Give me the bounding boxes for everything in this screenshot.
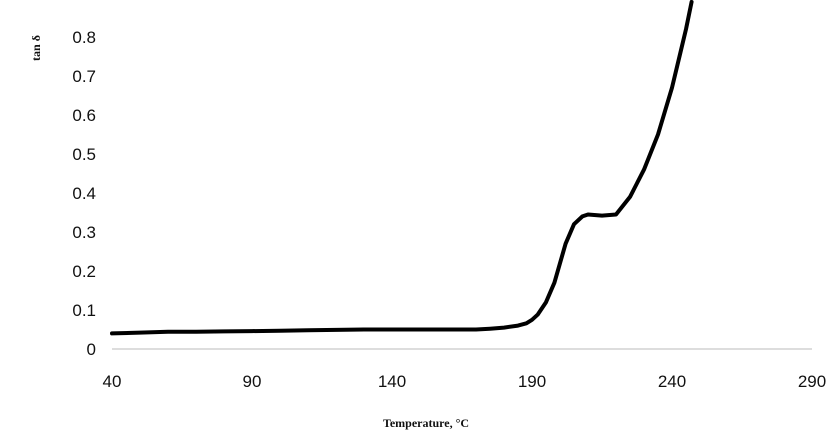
y-tick-label: 0.1 — [72, 301, 96, 320]
y-tick-label: 0 — [87, 340, 96, 359]
y-tick-label: 0.8 — [72, 28, 96, 47]
y-axis-label: tan δ — [29, 35, 43, 61]
y-tick-label: 0.5 — [72, 145, 96, 164]
series-line — [110, 0, 694, 336]
y-tick-label: 0.2 — [72, 262, 96, 281]
y-tick-label: 0.6 — [72, 106, 96, 125]
x-tick-label: 40 — [103, 372, 122, 391]
x-tick-label: 240 — [658, 372, 686, 391]
x-tick-label: 190 — [518, 372, 546, 391]
y-axis-ticks: 0 0.1 0.2 0.3 0.4 0.5 0.6 0.7 0.8 — [72, 28, 96, 359]
x-axis-label: Temperature, °C — [383, 416, 469, 430]
x-tick-label: 290 — [798, 372, 826, 391]
y-tick-label: 0.3 — [72, 223, 96, 242]
y-tick-label: 0.7 — [72, 67, 96, 86]
y-tick-label: 0.4 — [72, 184, 96, 203]
x-tick-label: 140 — [378, 372, 406, 391]
x-axis-ticks: 40 90 140 190 240 290 — [103, 372, 827, 391]
x-tick-label: 90 — [243, 372, 262, 391]
